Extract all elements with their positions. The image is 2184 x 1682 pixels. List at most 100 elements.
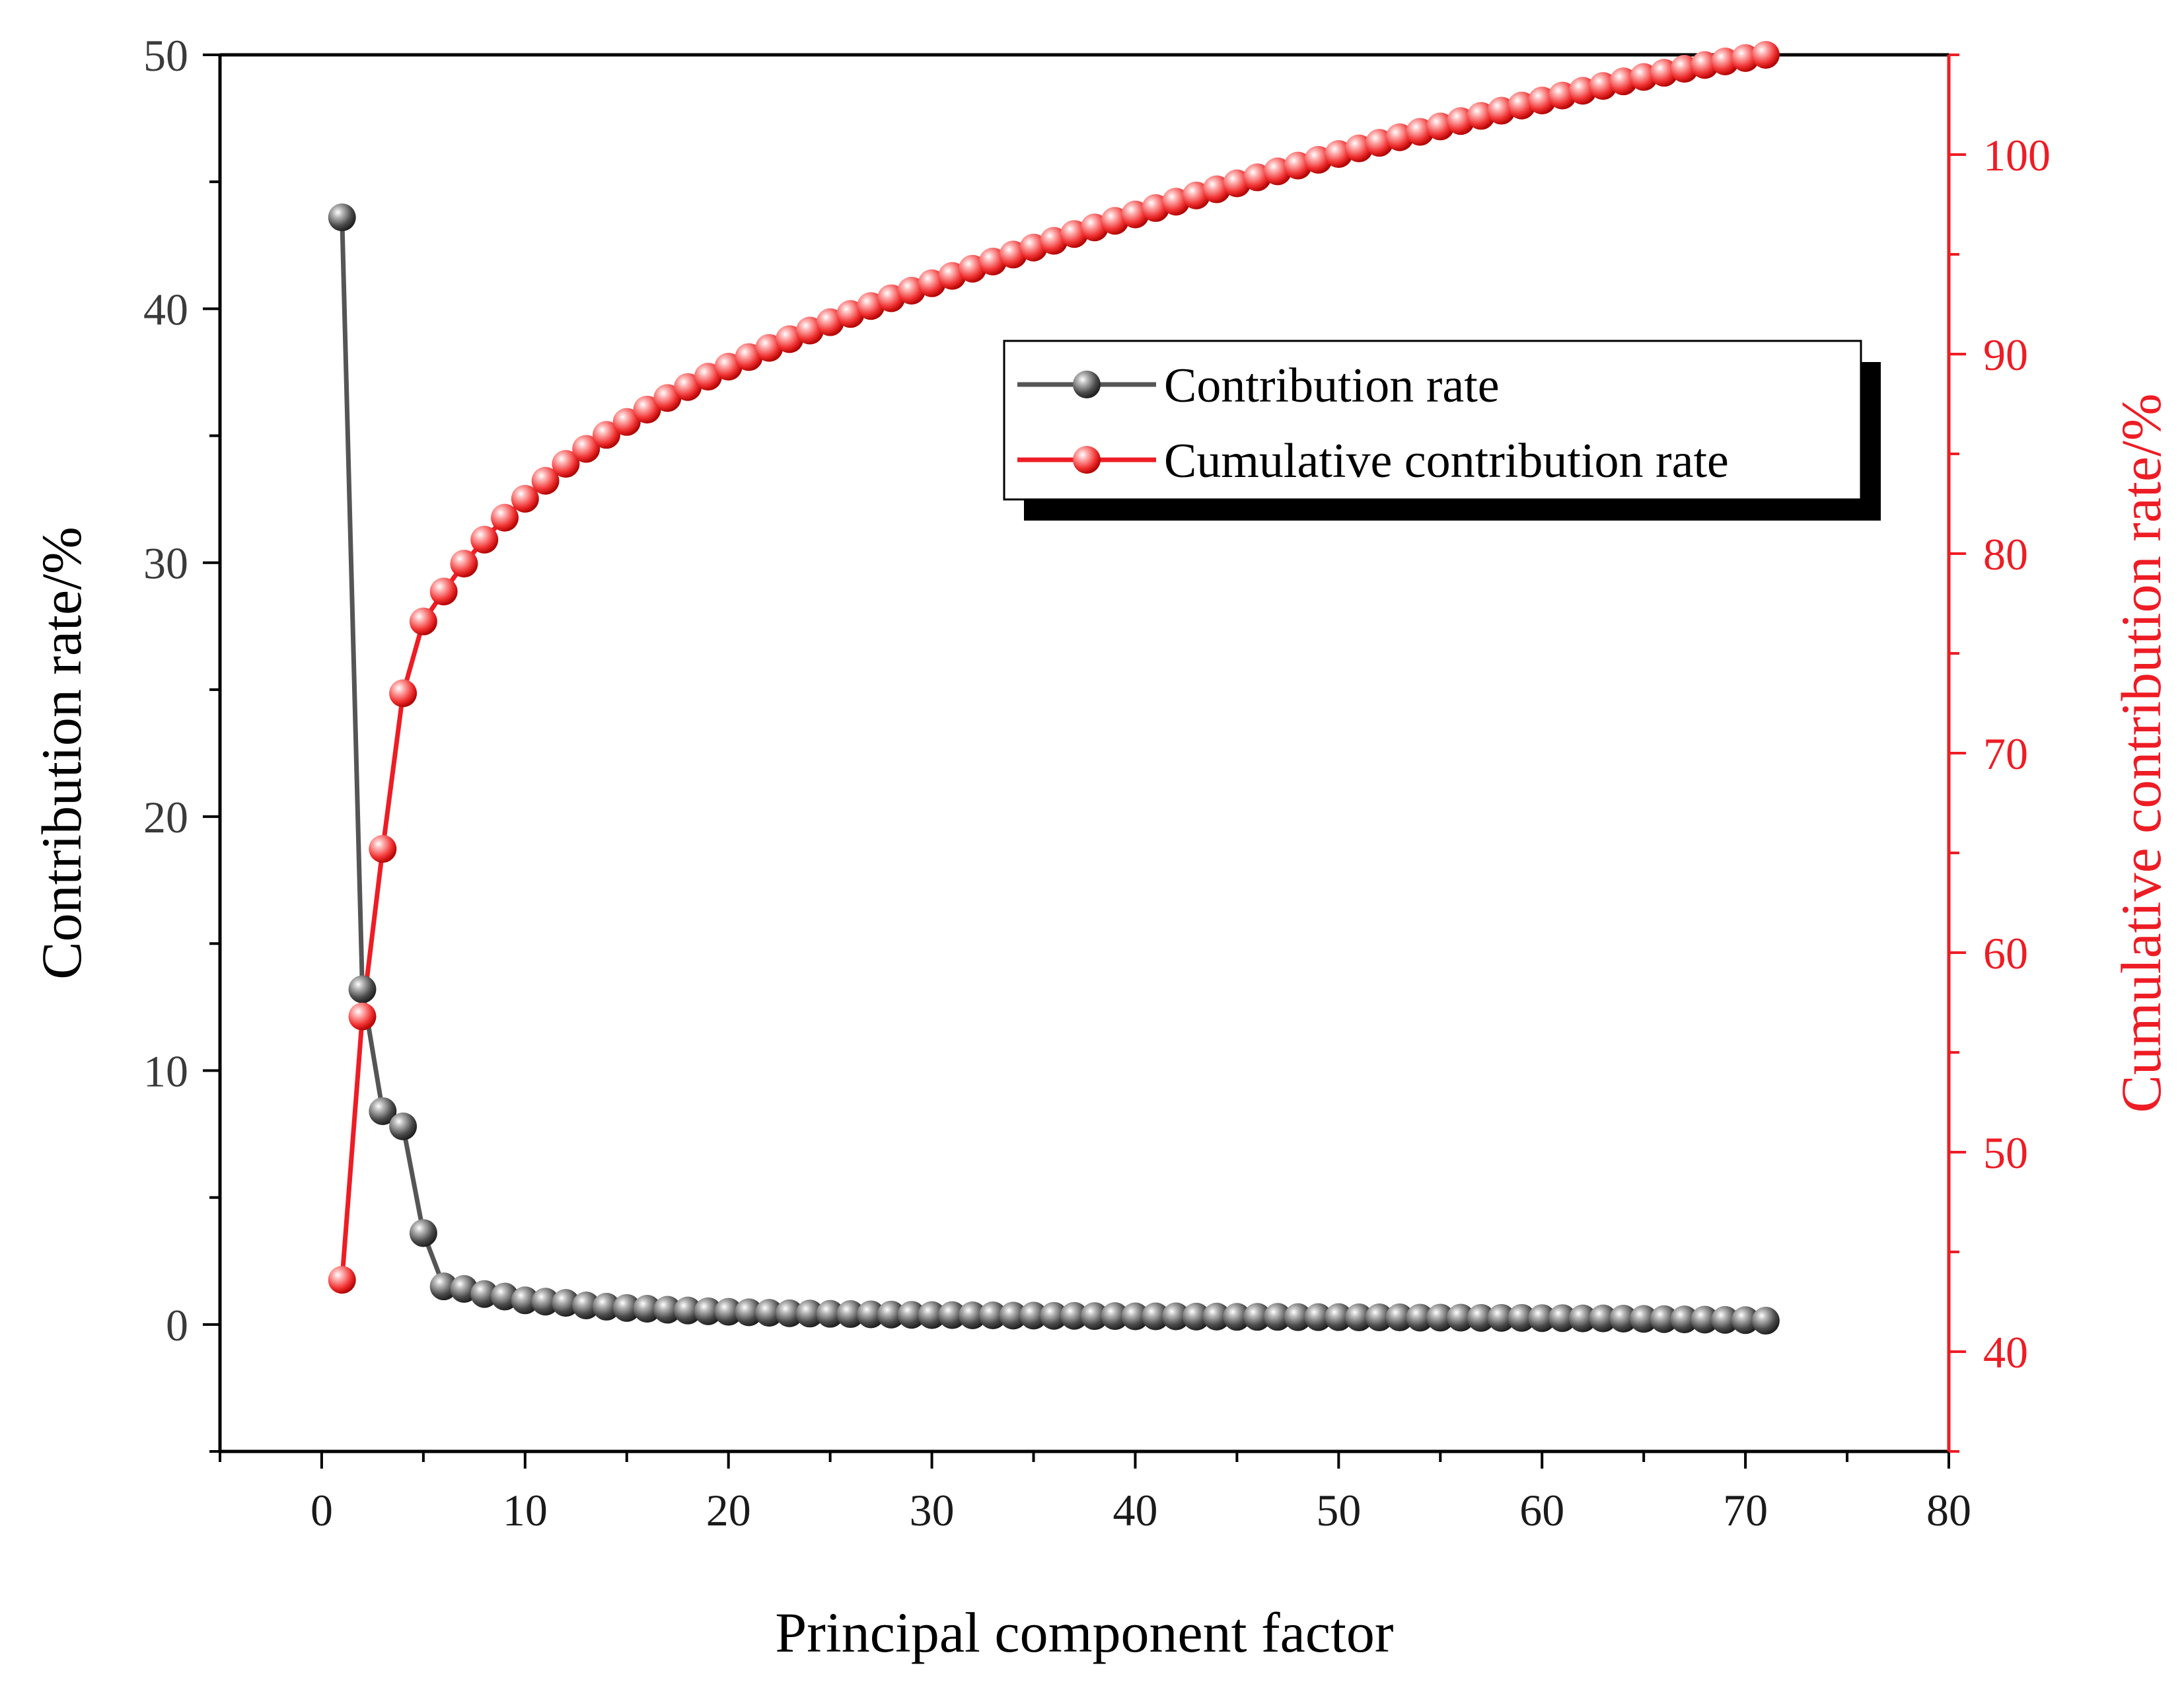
- contribution-point: [1630, 1305, 1658, 1333]
- cumulative-point: [389, 679, 418, 708]
- cumulative-point: [653, 384, 682, 412]
- cumulative-point: [612, 408, 641, 436]
- cumulative-point: [531, 466, 560, 495]
- x-tick-label: 30: [910, 1485, 955, 1535]
- contribution-point: [1019, 1301, 1048, 1330]
- contribution-point: [429, 1272, 458, 1301]
- x-axis: 0 10 20 30 40 50 60 70 80: [219, 1451, 1971, 1535]
- contribution-point: [328, 203, 356, 231]
- contribution-point: [1650, 1305, 1678, 1333]
- contribution-point: [1670, 1305, 1698, 1334]
- contribution-point: [776, 1299, 804, 1327]
- cumulative-point: [552, 450, 580, 478]
- series-layer: [328, 41, 1780, 1335]
- cumulative-point: [1731, 44, 1760, 72]
- contribution-point: [938, 1301, 966, 1329]
- contribution-point: [1548, 1304, 1577, 1333]
- contribution-point: [1589, 1304, 1617, 1333]
- y-tick-label: 0: [166, 1300, 188, 1350]
- contribution-point: [1263, 1303, 1292, 1331]
- x-axis-title: Principal component factor: [775, 1601, 1393, 1664]
- contribution-point: [1040, 1301, 1068, 1330]
- contribution-point: [1508, 1303, 1536, 1332]
- contribution-point: [816, 1299, 844, 1328]
- legend: Contribution rate Cumulative contributio…: [1003, 340, 1881, 521]
- contribution-point: [1731, 1306, 1760, 1335]
- contribution-point: [633, 1294, 661, 1323]
- plot-area: [218, 53, 1951, 1453]
- x-tick-label: 70: [1723, 1485, 1768, 1535]
- contribution-point: [1447, 1303, 1475, 1332]
- y2-tick-label: 60: [1983, 928, 2028, 978]
- contribution-point: [1568, 1304, 1597, 1333]
- contribution-point: [1182, 1302, 1210, 1331]
- contribution-point: [1284, 1303, 1312, 1331]
- contribution-point: [592, 1292, 620, 1321]
- x-tick-label: 20: [706, 1485, 751, 1535]
- contribution-point: [1121, 1302, 1149, 1331]
- contribution-point: [1385, 1303, 1414, 1332]
- contribution-point: [1345, 1303, 1373, 1332]
- contribution-point: [552, 1289, 580, 1317]
- cumulative-point: [348, 1002, 377, 1031]
- contribution-point: [1711, 1305, 1739, 1334]
- contribution-point: [389, 1113, 418, 1141]
- cumulative-point: [409, 607, 437, 636]
- y-tick-label: 10: [143, 1046, 188, 1096]
- contribution-point: [612, 1294, 641, 1322]
- y-tick-label: 50: [143, 30, 188, 81]
- contribution-point: [1202, 1302, 1231, 1331]
- contribution-point: [369, 1097, 397, 1125]
- x-tick-label: 10: [503, 1485, 548, 1535]
- cumulative-point: [511, 484, 539, 513]
- y-tick-label: 30: [143, 538, 188, 589]
- y2-tick-label: 40: [1983, 1327, 2028, 1377]
- cumulative-point: [633, 395, 661, 423]
- cumulative-point: [592, 421, 620, 449]
- contribution-point: [1609, 1304, 1638, 1333]
- contribution-point: [877, 1300, 906, 1329]
- y2-tick-label: 80: [1983, 529, 2028, 579]
- x-tick-label: 60: [1519, 1485, 1564, 1535]
- contribution-point: [1223, 1303, 1251, 1331]
- contribution-point: [999, 1301, 1027, 1330]
- x-tick-label: 80: [1926, 1485, 1971, 1535]
- contribution-point: [470, 1280, 499, 1308]
- cumulative-point: [1751, 41, 1780, 69]
- contribution-point: [857, 1300, 885, 1329]
- x-tick-label: 50: [1316, 1485, 1361, 1535]
- contribution-point: [1751, 1307, 1780, 1335]
- cumulative-point: [328, 1266, 356, 1294]
- contribution-point: [897, 1301, 926, 1329]
- cumulative-point: [572, 435, 601, 463]
- contribution-point: [694, 1297, 722, 1325]
- contribution-point: [572, 1291, 601, 1319]
- y2-tick-label: 50: [1983, 1128, 2028, 1178]
- x-tick-label: 40: [1112, 1485, 1157, 1535]
- contribution-point: [1528, 1304, 1556, 1333]
- cumulative-point: [470, 525, 499, 554]
- contribution-point: [1060, 1301, 1089, 1330]
- contribution-point: [735, 1298, 763, 1327]
- legend-label-cumulative: Cumulative contribution rate: [1164, 434, 1729, 488]
- x-tick-label: 0: [310, 1485, 333, 1535]
- contribution-point: [1142, 1302, 1170, 1331]
- cumulative-point: [450, 550, 478, 578]
- cumulative-point: [491, 503, 519, 532]
- contribution-point: [1080, 1302, 1109, 1331]
- contribution-point: [1162, 1302, 1190, 1331]
- legend-marker-contribution: [1073, 371, 1101, 398]
- y2-axis-title: Cumulative contribution rate/%: [2109, 393, 2173, 1113]
- cumulative-point: [429, 577, 458, 606]
- y2-tick-label: 90: [1983, 330, 2028, 380]
- contribution-point: [1365, 1303, 1393, 1332]
- contribution-point: [959, 1301, 987, 1329]
- contribution-point: [348, 975, 377, 1004]
- contribution-point: [1467, 1303, 1495, 1332]
- y-axis-left: 0 10 20 30 40 50: [143, 30, 220, 1453]
- contribution-point: [836, 1300, 865, 1329]
- y-tick-label: 40: [143, 284, 188, 334]
- legend-label-contribution: Contribution rate: [1164, 359, 1500, 413]
- contribution-point: [1691, 1305, 1719, 1334]
- contribution-point: [1304, 1303, 1332, 1331]
